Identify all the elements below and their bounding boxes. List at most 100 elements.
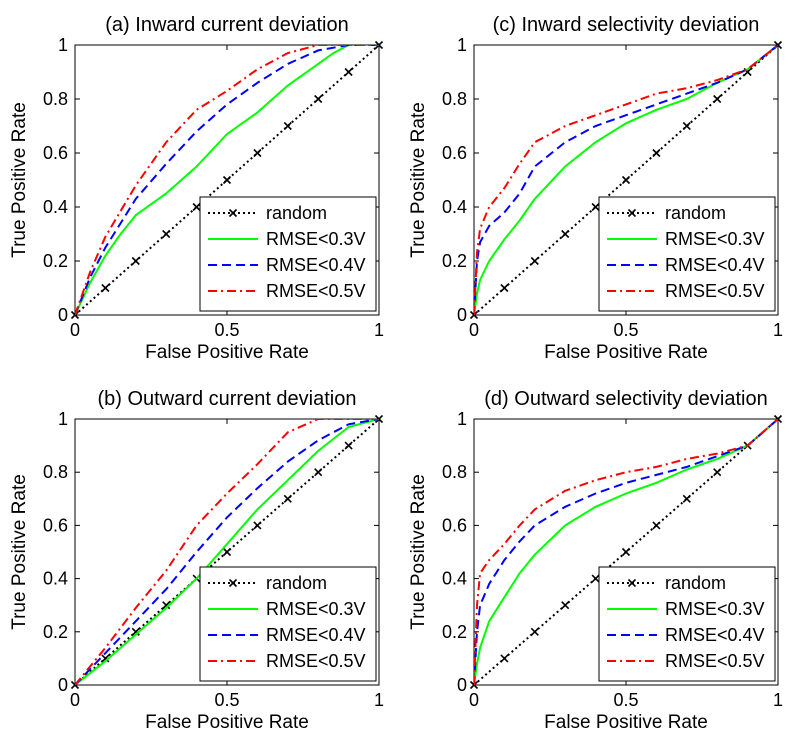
y-tick-label: 0.2 — [43, 251, 68, 271]
legend-entry-label: RMSE<0.5V — [266, 281, 366, 301]
x-axis-label: False Positive Rate — [145, 342, 309, 363]
legend-entry-label: RMSE<0.4V — [665, 255, 765, 275]
series-line — [474, 419, 778, 685]
legend-entry-label: RMSE<0.4V — [266, 625, 366, 645]
y-tick-label: 0.4 — [43, 197, 68, 217]
chart-title: (a) Inward current deviation — [105, 14, 348, 36]
legend-entry-label: RMSE<0.5V — [665, 651, 765, 671]
y-tick-label: 0.8 — [442, 89, 467, 109]
x-tick-label: 1 — [374, 690, 384, 710]
data-point-marker — [101, 283, 110, 293]
data-point-marker — [131, 627, 140, 636]
roc-panel: (b) Outward current deviation 0 0.5 1 0 0.2 0.… — [9, 388, 384, 733]
data-point-marker — [283, 494, 292, 503]
data-point-marker — [222, 547, 232, 557]
series-line — [75, 45, 379, 315]
legend: random RMSE<0.3V RMSE<0.4V RMSE<0.5V — [199, 196, 377, 312]
data-point-marker — [162, 601, 171, 610]
x-axis-label: False Positive Rate — [544, 342, 708, 363]
roc-panel: (a) Inward current deviation 0 0.5 1 0 0.2 0.4… — [9, 14, 384, 363]
y-tick-label: 1 — [457, 409, 467, 429]
series-line — [75, 45, 379, 315]
data-point-marker — [530, 627, 539, 636]
y-tick-label: 0.6 — [442, 143, 467, 163]
legend-entry-label: random — [266, 203, 327, 223]
data-point-marker — [652, 148, 661, 158]
legend: random RMSE<0.3V RMSE<0.4V RMSE<0.5V — [598, 566, 776, 682]
data-point-marker — [283, 121, 292, 131]
legend-entry-label: RMSE<0.4V — [266, 255, 366, 275]
y-tick-label: 0.2 — [442, 251, 467, 271]
x-tick-label: 0.5 — [613, 320, 638, 340]
data-point-marker — [131, 256, 140, 266]
data-point-marker — [591, 574, 600, 583]
data-point-marker — [192, 202, 201, 212]
data-point-marker — [253, 521, 262, 530]
x-tick-label: 1 — [773, 320, 783, 340]
data-point-marker — [652, 521, 661, 530]
series-line — [474, 419, 778, 685]
y-tick-label: 0.2 — [43, 622, 68, 642]
series-line — [474, 45, 778, 315]
legend: random RMSE<0.3V RMSE<0.4V RMSE<0.5V — [598, 196, 776, 312]
legend-entry-label: RMSE<0.5V — [266, 651, 366, 671]
x-tick-label: 1 — [374, 320, 384, 340]
y-tick-label: 0.4 — [442, 569, 467, 589]
legend-entry-label: random — [665, 573, 726, 593]
y-tick-label: 0.6 — [43, 143, 68, 163]
series-line — [474, 419, 778, 685]
y-tick-label: 0.8 — [43, 462, 68, 482]
y-tick-label: 0 — [58, 305, 68, 325]
y-tick-label: 0.8 — [442, 462, 467, 482]
data-point-marker — [500, 283, 509, 293]
chart-title: (d) Outward selectivity deviation — [484, 388, 767, 410]
series-line — [75, 419, 379, 685]
y-tick-label: 0.6 — [442, 515, 467, 535]
series-line — [75, 419, 379, 685]
legend-marker — [228, 578, 238, 588]
data-point-marker — [101, 654, 110, 663]
roc-panel: (d) Outward selectivity deviation 0 0.5 1 0 0… — [408, 388, 783, 733]
data-point-marker — [621, 547, 631, 557]
y-tick-label: 1 — [58, 409, 68, 429]
y-tick-label: 0.8 — [43, 89, 68, 109]
data-point-marker — [344, 67, 353, 77]
x-tick-label: 0 — [70, 690, 80, 710]
chart-title: (c) Inward selectivity deviation — [493, 14, 760, 36]
series-line — [75, 419, 379, 685]
y-tick-label: 0 — [457, 305, 467, 325]
y-tick-label: 0.4 — [43, 569, 68, 589]
legend-entry-label: RMSE<0.3V — [665, 229, 765, 249]
data-point-marker — [222, 175, 232, 185]
x-axis-label: False Positive Rate — [145, 712, 309, 733]
y-tick-label: 0.6 — [43, 515, 68, 535]
legend-entry-label: RMSE<0.3V — [266, 599, 366, 619]
legend-entry-label: random — [665, 203, 726, 223]
x-tick-label: 0.5 — [214, 690, 239, 710]
legend-entry-label: random — [266, 573, 327, 593]
x-tick-label: 1 — [773, 690, 783, 710]
series-line — [75, 45, 379, 315]
data-point-marker — [162, 229, 171, 239]
data-point-marker — [314, 468, 323, 477]
x-axis-label: False Positive Rate — [544, 712, 708, 733]
y-axis-label: True Positive Rate — [9, 102, 30, 258]
y-tick-label: 0 — [457, 675, 467, 695]
data-point-marker — [621, 175, 631, 185]
y-tick-label: 1 — [58, 35, 68, 55]
y-axis-label: True Positive Rate — [9, 474, 30, 630]
legend-entry-label: RMSE<0.3V — [266, 229, 366, 249]
legend: random RMSE<0.3V RMSE<0.4V RMSE<0.5V — [199, 566, 377, 682]
data-point-marker — [561, 229, 570, 239]
legend-entry-label: RMSE<0.4V — [665, 625, 765, 645]
data-point-marker — [682, 121, 691, 131]
data-point-marker — [561, 601, 570, 610]
legend-marker — [228, 208, 238, 218]
legend-entry-label: RMSE<0.3V — [665, 599, 765, 619]
y-tick-label: 0.2 — [442, 622, 467, 642]
legend-marker — [627, 578, 637, 588]
y-tick-label: 1 — [457, 35, 467, 55]
x-tick-label: 0.5 — [214, 320, 239, 340]
series-line — [474, 45, 778, 315]
